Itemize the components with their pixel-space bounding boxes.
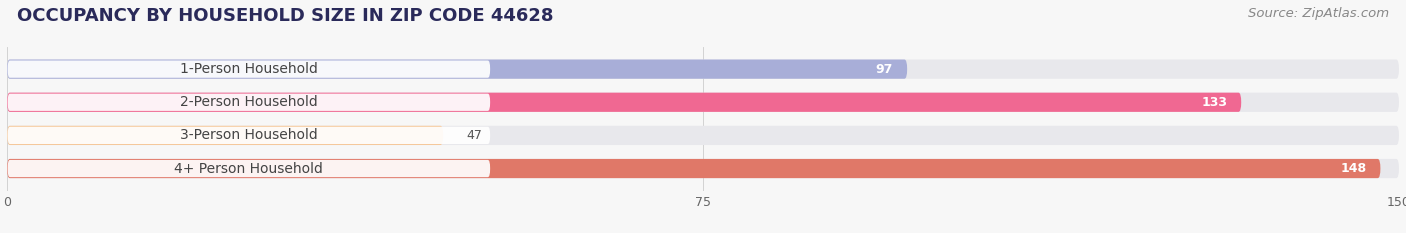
FancyBboxPatch shape <box>7 127 491 144</box>
Text: 2-Person Household: 2-Person Household <box>180 95 318 109</box>
Text: 1-Person Household: 1-Person Household <box>180 62 318 76</box>
Text: 3-Person Household: 3-Person Household <box>180 128 318 142</box>
FancyBboxPatch shape <box>7 59 1399 79</box>
FancyBboxPatch shape <box>7 94 491 111</box>
Text: OCCUPANCY BY HOUSEHOLD SIZE IN ZIP CODE 44628: OCCUPANCY BY HOUSEHOLD SIZE IN ZIP CODE … <box>17 7 554 25</box>
Text: 97: 97 <box>876 63 893 76</box>
FancyBboxPatch shape <box>7 61 491 78</box>
Text: 133: 133 <box>1201 96 1227 109</box>
FancyBboxPatch shape <box>7 93 1241 112</box>
Text: 47: 47 <box>467 129 482 142</box>
FancyBboxPatch shape <box>7 160 491 177</box>
Text: Source: ZipAtlas.com: Source: ZipAtlas.com <box>1249 7 1389 20</box>
FancyBboxPatch shape <box>7 159 1399 178</box>
Text: 4+ Person Household: 4+ Person Household <box>174 161 323 175</box>
FancyBboxPatch shape <box>7 159 1381 178</box>
FancyBboxPatch shape <box>7 93 1399 112</box>
FancyBboxPatch shape <box>7 126 443 145</box>
FancyBboxPatch shape <box>7 126 1399 145</box>
Text: 148: 148 <box>1340 162 1367 175</box>
FancyBboxPatch shape <box>7 59 907 79</box>
